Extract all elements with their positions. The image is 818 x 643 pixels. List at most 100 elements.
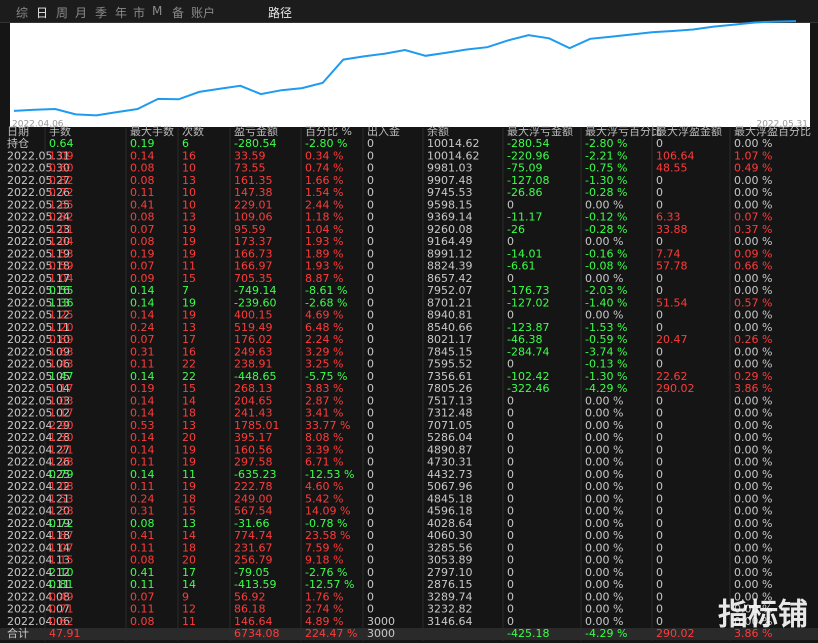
table-cell: 0.00 %: [734, 443, 772, 456]
period-tab[interactable]: 备: [172, 6, 185, 20]
table-cell: 0: [656, 566, 663, 579]
table-cell: 0.00 %: [585, 541, 623, 554]
table-cell: 8.87 %: [305, 272, 343, 285]
table-cell: 0: [656, 456, 663, 469]
period-tab[interactable]: 年: [115, 6, 128, 20]
table-cell: 0.00 %: [734, 603, 772, 616]
header-cell: 日期: [7, 125, 29, 138]
table-cell: 0.14: [130, 296, 155, 309]
chart-panel: [10, 23, 810, 127]
table-cell: 19: [182, 247, 196, 260]
table-cell: 0.00 %: [585, 480, 623, 493]
table-cell: 0.00 %: [734, 615, 772, 628]
table-cell: 2.90: [49, 419, 74, 432]
table-cell: 0.64: [49, 137, 74, 150]
table-cell: 2022.05.13: [7, 296, 70, 309]
table-cell: -322.46: [507, 382, 549, 395]
table-cell: 705.35: [234, 272, 273, 285]
table-cell: -11.17: [507, 211, 542, 224]
table-cell: 19: [182, 309, 196, 322]
table-cell: 0: [367, 284, 374, 297]
table-cell: 3.41 %: [305, 407, 343, 420]
table-cell: 0: [507, 615, 514, 628]
header-cell: 最大浮盈百分比: [734, 124, 811, 138]
period-tab[interactable]: 周: [56, 6, 69, 20]
table-cell: 1.15: [49, 554, 74, 567]
table-cell: 2022.05.03: [7, 394, 70, 407]
table-cell: 7952.07: [427, 284, 473, 297]
balance-line: [13, 20, 797, 117]
table-cell: 0.00 %: [734, 174, 772, 187]
table-cell: 10: [182, 198, 196, 211]
table-cell: 0: [507, 456, 514, 469]
table-cell: 33.59: [234, 149, 266, 162]
table-cell: 4432.73: [427, 468, 473, 481]
table-cell: 7071.05: [427, 419, 473, 432]
table-cell: 0: [507, 358, 514, 371]
table-cell: 0: [367, 149, 374, 162]
table-cell: 1.87: [49, 529, 74, 542]
table-cell: 2022.05.16: [7, 284, 70, 297]
path-tab[interactable]: 路径: [268, 6, 293, 20]
table-cell: 400.15: [234, 309, 273, 322]
table-cell: -2.68 %: [305, 296, 347, 309]
table-cell: 0: [367, 137, 374, 150]
table-cell: 0: [367, 407, 374, 420]
table-cell: -1.53 %: [585, 321, 627, 334]
table-cell: -176.73: [507, 284, 549, 297]
table-cell: 0.26 %: [734, 333, 772, 346]
table-cell: 15: [182, 272, 196, 285]
total-cell: 47.91: [49, 627, 81, 640]
period-tab[interactable]: 账户: [191, 6, 216, 20]
period-tab[interactable]: 日: [36, 6, 49, 20]
table-cell: -0.28 %: [585, 223, 627, 236]
table-cell: 0: [656, 198, 663, 211]
table-cell: 2022.04.19: [7, 517, 70, 530]
table-cell: 0.72: [49, 186, 74, 199]
table-cell: 0.07 %: [734, 211, 772, 224]
table-cell: -31.66: [234, 517, 269, 530]
period-tab[interactable]: M: [152, 4, 163, 18]
table-cell: 0: [367, 370, 374, 383]
header-cell: 最大浮亏百分比: [585, 124, 662, 138]
period-tab[interactable]: 月: [75, 6, 88, 20]
table-cell: 0.11: [130, 358, 155, 371]
table-cell: 0: [656, 541, 663, 554]
table-cell: 2022.04.11: [7, 578, 70, 591]
table-cell: 0.08: [130, 235, 155, 248]
table-cell: -2.03 %: [585, 284, 627, 297]
table-cell: 7312.48: [427, 407, 473, 420]
period-tab[interactable]: 市: [133, 6, 146, 20]
table-cell: 2022.04.12: [7, 566, 70, 579]
table-cell: -2.80 %: [305, 137, 347, 150]
table-cell: -413.59: [234, 578, 276, 591]
table-cell: 0.08: [130, 517, 155, 530]
table-cell: 0.00 %: [585, 443, 623, 456]
table-cell: 297.58: [234, 456, 273, 469]
table-cell: 10014.62: [427, 137, 480, 150]
table-cell: -284.74: [507, 345, 549, 358]
table-cell: 0: [367, 186, 374, 199]
table-cell: 8.08 %: [305, 431, 343, 444]
table-cell: 0: [507, 419, 514, 432]
table-cell: 0: [507, 529, 514, 542]
table-cell: 0.41: [130, 529, 155, 542]
table-cell: 0.14: [130, 284, 155, 297]
table-cell: 0.00 %: [585, 198, 623, 211]
table-cell: 1.58: [49, 505, 74, 518]
table-cell: 16: [182, 149, 196, 162]
period-tab[interactable]: 综: [16, 6, 29, 20]
table-cell: 9598.15: [427, 198, 473, 211]
table-cell: 16: [182, 345, 196, 358]
table-cell: 1.17: [49, 382, 74, 395]
table-cell: 1.47: [49, 370, 74, 383]
table-cell: 1.43: [49, 358, 74, 371]
table-cell: 3285.56: [427, 541, 473, 554]
table-cell: 0.00 %: [585, 468, 623, 481]
table-cell: 0: [507, 468, 514, 481]
table-cell: 2022.04.27: [7, 443, 70, 456]
table-cell: 0: [656, 492, 663, 505]
table-cell: 0.00 %: [585, 505, 623, 518]
period-tab[interactable]: 季: [95, 6, 108, 20]
table-cell: 1.36: [49, 296, 74, 309]
